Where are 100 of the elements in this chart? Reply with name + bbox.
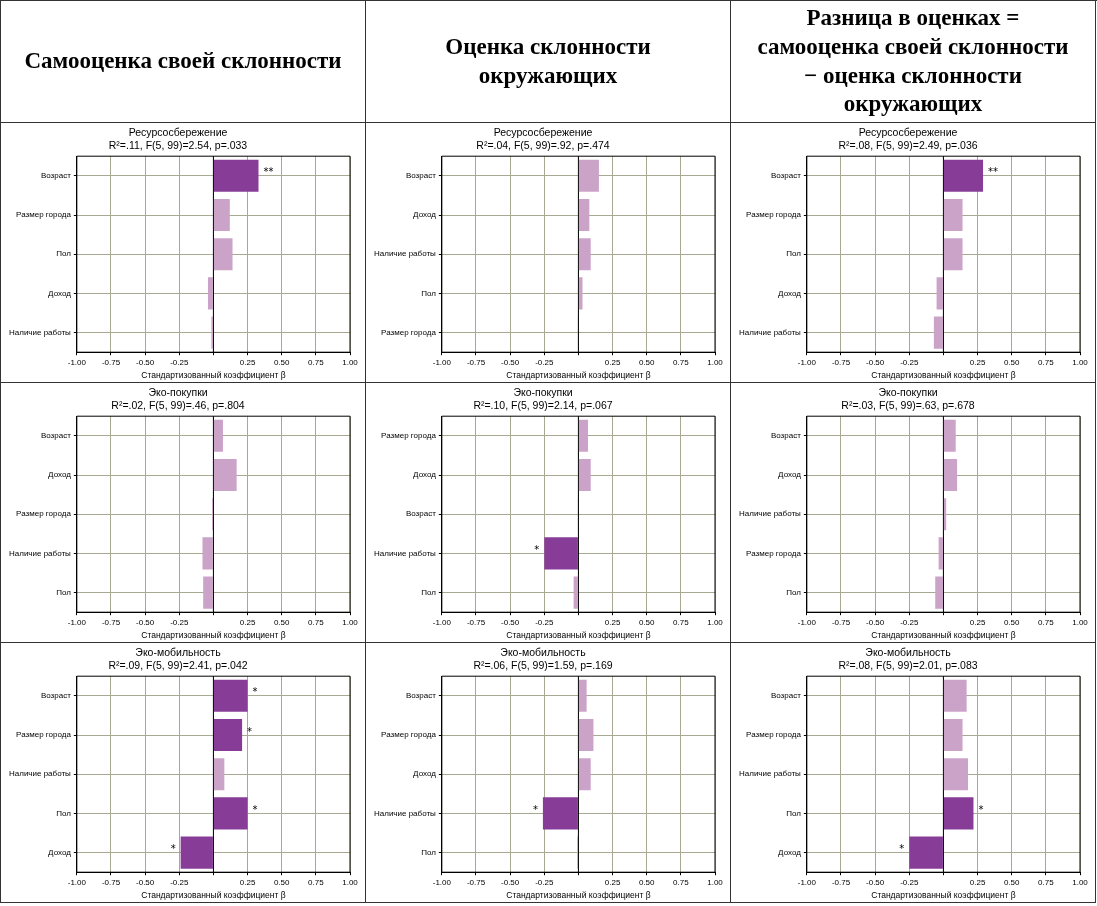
y-tick-label: Доход: [413, 209, 437, 219]
y-tick-label: Наличие работы: [739, 327, 802, 337]
x-tick-label: -0.75: [466, 617, 486, 627]
x-tick-label: -1.00: [67, 357, 87, 367]
x-tick-label: -0.50: [501, 617, 520, 627]
x-axis-title: Стандартизованный коэффициент β: [506, 369, 651, 380]
x-tick-label: 1.00: [342, 877, 359, 887]
chart-title: Эко-мобильность: [865, 645, 952, 658]
y-tick-label: Возраст: [405, 170, 437, 180]
y-tick-label: Наличие работы: [9, 327, 72, 337]
text: Самооценка своей склонности: [23, 47, 343, 76]
y-tick-label: Возраст: [40, 690, 72, 700]
x-tick-label: 1.00: [707, 617, 724, 627]
annotation: *: [534, 543, 540, 555]
x-tick-label: 1.00: [1072, 617, 1089, 627]
x-tick-label: 0.50: [638, 617, 656, 627]
x-tick-label: 0.75: [308, 357, 325, 367]
y-tick-label: Возраст: [40, 430, 72, 440]
y-tick-label: Наличие работы: [9, 548, 72, 558]
x-tick-label: -0.75: [466, 357, 486, 367]
y-tick-label: Наличие работы: [739, 508, 802, 518]
x-axis-title: Стандартизованный коэффициент β: [141, 889, 286, 900]
y-tick-label: Размер города: [381, 729, 437, 739]
x-tick-label: 0.25: [969, 357, 986, 367]
x-tick-label: -1.00: [67, 617, 87, 627]
x-tick-label: 0.75: [673, 357, 690, 367]
chart-subtitle: R²=.11, F(5, 99)=2.54, p=.033: [108, 138, 248, 151]
y-tick-label: Наличие работы: [739, 768, 802, 778]
chart-subtitle: R²=.08, F(5, 99)=2.01, p=.083: [838, 658, 978, 671]
chart-subtitle: R²=.06, F(5, 99)=1.59, p=.169: [473, 658, 613, 671]
annotation: **: [263, 165, 274, 177]
y-tick-label: Размер города: [746, 729, 802, 739]
x-axis-title: Стандартизованный коэффициент β: [141, 629, 286, 640]
chart-subtitle: R²=.09, F(5, 99)=2.41, p=.042: [108, 658, 248, 671]
x-tick-label: -0.50: [136, 877, 155, 887]
x-tick-label: -0.25: [170, 357, 189, 367]
y-tick-label: Наличие работы: [374, 248, 437, 258]
x-tick-label: -0.75: [101, 357, 121, 367]
x-tick-label: 0.25: [969, 877, 986, 887]
y-tick-label: Возраст: [770, 170, 802, 180]
x-tick-label: 0.50: [638, 877, 656, 887]
x-tick-label: -0.25: [535, 357, 554, 367]
text: Разница в оценках = самооценка своей склонности − оценка склонности окружающих: [756, 4, 1070, 119]
x-tick-label: -0.75: [101, 877, 121, 887]
chart-title: Эко-покупки: [878, 385, 938, 398]
y-tick-label: Доход: [48, 469, 72, 479]
chart-subtitle: R²=.04, F(5, 99)=.92, p=.474: [476, 138, 610, 151]
y-tick-label: Размер города: [746, 209, 802, 219]
x-tick-label: 0.75: [308, 617, 325, 627]
x-tick-label: -1.00: [67, 877, 87, 887]
chart-title: Эко-покупки: [513, 385, 573, 398]
x-tick-label: 1.00: [342, 357, 359, 367]
x-tick-label: 0.25: [604, 617, 621, 627]
x-axis-title: Стандартизованный коэффициент β: [871, 889, 1016, 900]
x-tick-label: -0.50: [866, 617, 885, 627]
chart-title: Эко-покупки: [148, 385, 208, 398]
x-tick-label: -0.50: [866, 357, 885, 367]
y-tick-label: Пол: [421, 587, 437, 597]
x-tick-label: -0.75: [101, 617, 121, 627]
y-tick-label: Пол: [56, 248, 72, 258]
y-tick-label: Размер города: [16, 209, 72, 219]
x-tick-label: -0.25: [535, 877, 554, 887]
annotation: **: [988, 165, 999, 177]
y-tick-label: Пол: [786, 248, 802, 258]
y-tick-label: Доход: [413, 469, 437, 479]
x-tick-label: 0.25: [604, 357, 621, 367]
y-tick-label: Возраст: [770, 690, 802, 700]
annotation: *: [252, 803, 258, 815]
x-axis-title: Стандартизованный коэффициент β: [141, 369, 286, 380]
x-tick-label: -0.75: [466, 877, 486, 887]
y-tick-label: Пол: [56, 587, 72, 597]
x-tick-label: -1.00: [432, 357, 452, 367]
x-tick-label: -0.50: [136, 617, 155, 627]
annotation: *: [252, 685, 258, 697]
y-tick-label: Доход: [778, 469, 802, 479]
x-tick-label: -0.75: [831, 357, 851, 367]
x-tick-label: -0.50: [501, 877, 520, 887]
x-tick-label: 0.50: [273, 617, 291, 627]
text: Оценка склонности окружающих: [444, 32, 652, 90]
x-tick-label: 0.75: [1038, 357, 1055, 367]
x-tick-label: -1.00: [797, 617, 817, 627]
x-tick-label: -1.00: [432, 617, 452, 627]
y-tick-label: Доход: [778, 847, 802, 857]
y-tick-label: Пол: [421, 288, 437, 298]
annotation: *: [532, 803, 538, 815]
y-tick-label: Доход: [778, 288, 802, 298]
y-tick-label: Размер города: [381, 430, 437, 440]
x-tick-label: -0.25: [900, 357, 919, 367]
x-tick-label: -0.50: [136, 357, 155, 367]
x-tick-label: 0.50: [273, 357, 291, 367]
y-tick-label: Размер города: [381, 327, 437, 337]
x-tick-label: -0.25: [170, 877, 189, 887]
x-tick-label: 0.75: [1038, 877, 1055, 887]
y-tick-label: Возраст: [405, 690, 437, 700]
y-tick-label: Наличие работы: [9, 768, 72, 778]
x-tick-label: -1.00: [432, 877, 452, 887]
x-tick-label: -1.00: [797, 357, 817, 367]
x-tick-label: -0.25: [170, 617, 189, 627]
x-tick-label: 0.75: [673, 617, 690, 627]
chart-subtitle: R²=.02, F(5, 99)=.46, p=.804: [111, 398, 245, 411]
